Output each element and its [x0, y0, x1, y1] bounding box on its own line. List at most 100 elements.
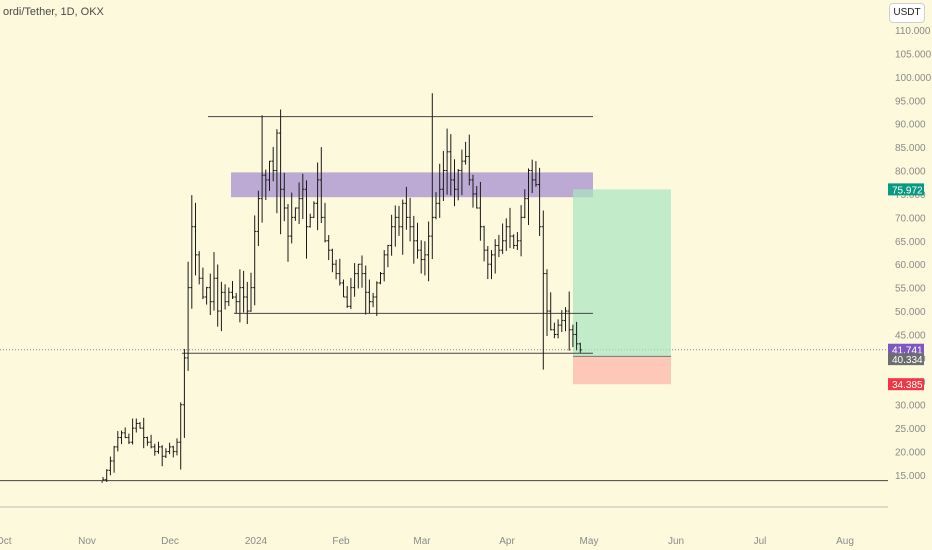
price-bar [301, 173, 305, 219]
x-tick-label: Dec [161, 536, 179, 547]
last-price-tag [888, 343, 924, 356]
price-bar [123, 427, 127, 439]
x-tick-label: Jul [754, 536, 767, 547]
price-bar [193, 202, 198, 276]
price-bar [212, 252, 216, 311]
price-bar [330, 248, 334, 273]
price-bar [334, 259, 338, 280]
price-bar [552, 322, 556, 339]
loss-zone [573, 356, 671, 385]
price-bar [312, 201, 316, 218]
price-bar [293, 207, 297, 221]
price-bar [578, 342, 582, 353]
price-bar [545, 269, 549, 336]
price-bar [378, 271, 383, 285]
price-bar [105, 469, 109, 482]
price-bar [382, 250, 386, 282]
price-bar [234, 292, 238, 314]
entry-tag [888, 353, 924, 366]
price-bar [223, 284, 227, 310]
price-bar [575, 321, 579, 351]
price-bar [441, 150, 445, 201]
y-tick-label: 30.000 [895, 401, 926, 412]
price-bar [375, 281, 379, 316]
price-bar [264, 169, 268, 201]
price-bar [175, 438, 179, 456]
y-tick-label: 100.000 [895, 73, 932, 84]
chart-title: ordi/Tether, 1D, OKX [3, 6, 104, 18]
price-bars [101, 93, 582, 483]
stop-tag-label: 34.385 [892, 380, 923, 391]
price-bar [452, 159, 457, 207]
price-bar [171, 445, 175, 458]
y-tick-label: 85.000 [895, 143, 926, 154]
price-bar [427, 221, 431, 282]
price-bar [308, 213, 312, 228]
price-bar [230, 281, 235, 300]
price-bar [501, 223, 505, 254]
price-bar [145, 436, 149, 446]
price-bar [563, 307, 568, 332]
price-bar [267, 160, 272, 191]
price-bar [179, 402, 183, 470]
price-bar [478, 181, 482, 241]
price-bar [279, 109, 283, 235]
price-bar [508, 207, 512, 249]
overlay-layer [0, 116, 888, 482]
price-bar [356, 263, 360, 289]
y-tick-label: 65.000 [895, 237, 926, 248]
price-bar [397, 205, 401, 236]
price-bar [560, 310, 564, 333]
price-bar [367, 279, 371, 314]
price-bar [149, 434, 153, 449]
currency-button[interactable]: USDT [889, 3, 925, 23]
price-bar [515, 232, 519, 250]
price-bar [319, 147, 323, 224]
price-bar [201, 267, 205, 300]
price-bar [571, 324, 575, 348]
x-tick-label: Nov [78, 536, 96, 547]
y-tick-label: 60.000 [895, 260, 926, 271]
price-bar [112, 445, 116, 473]
y-tick-label: 90.000 [895, 120, 926, 131]
price-bar [131, 418, 135, 445]
price-bar [253, 215, 257, 306]
price-bar [464, 141, 468, 165]
price-bar [438, 163, 442, 218]
price-bar [260, 115, 264, 223]
price-bar [227, 287, 231, 307]
price-bar [134, 418, 138, 433]
profit-zone [573, 189, 671, 357]
price-bar [460, 149, 464, 196]
price-bar [360, 255, 364, 288]
price-bar [393, 205, 397, 247]
stop-tag [888, 378, 924, 391]
target-tag-label: 75.972 [892, 185, 923, 196]
price-bar [364, 265, 368, 315]
price-bar [197, 251, 201, 285]
price-bar [419, 240, 423, 274]
price-bar [349, 277, 353, 309]
price-bar [423, 241, 427, 276]
price-bar [101, 476, 105, 483]
price-bar [519, 205, 523, 257]
price-bar [412, 215, 416, 264]
entry-tag-label: 40.334 [892, 355, 923, 366]
y-tick-label: 45.000 [895, 330, 926, 341]
price-bar [216, 264, 220, 327]
price-bar [445, 128, 449, 195]
price-bar [475, 185, 479, 209]
price-bar [245, 281, 249, 324]
price-bar [160, 445, 164, 467]
price-bar [138, 421, 142, 429]
price-bar [108, 456, 112, 476]
price-bar [390, 214, 394, 256]
price-bar [156, 441, 161, 454]
y-tick-label: 70.000 [895, 213, 926, 224]
price-bar [497, 234, 501, 258]
x-tick-label: May [580, 536, 599, 547]
price-bar [404, 186, 408, 230]
price-bar [286, 203, 290, 262]
